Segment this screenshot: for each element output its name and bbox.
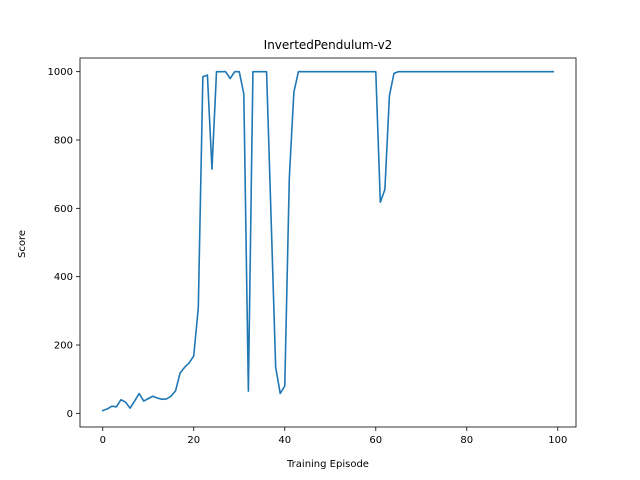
- x-tick-label: 100: [548, 435, 567, 446]
- x-tick-label: 40: [278, 435, 291, 446]
- x-tick-label: 20: [187, 435, 200, 446]
- x-axis: 0 20 40 60 80 100: [100, 427, 567, 446]
- chart-title: InvertedPendulum-v2: [264, 38, 393, 52]
- x-tick-label: 60: [369, 435, 382, 446]
- series-line-0: [101, 70, 555, 412]
- x-tick-label: 0: [100, 435, 106, 446]
- plot-area: [79, 57, 577, 428]
- y-tick-label: 0: [67, 409, 73, 420]
- x-tick-label: 80: [460, 435, 473, 446]
- y-tick-label: 800: [54, 136, 73, 147]
- y-tick-label: 400: [54, 272, 73, 283]
- plot-frame: [79, 57, 577, 428]
- x-axis-label: Training Episode: [286, 459, 369, 470]
- y-tick-label: 200: [54, 341, 73, 352]
- y-tick-label: 1000: [48, 67, 73, 78]
- y-tick-label: 600: [54, 204, 73, 215]
- y-axis-label: Score: [17, 230, 28, 258]
- y-axis: 0 200 400 600 800 1000: [48, 67, 80, 420]
